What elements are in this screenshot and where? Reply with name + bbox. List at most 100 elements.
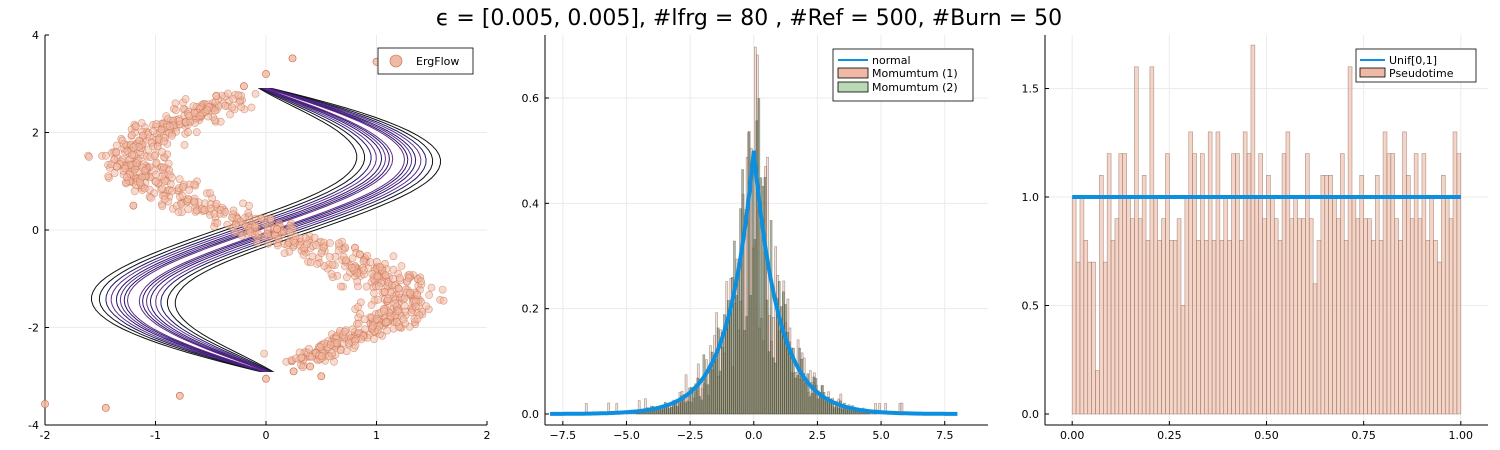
histogram-bar-momentum-2 [753, 239, 757, 415]
legend-label-momentum-1: Momumtum (1) [872, 67, 958, 80]
scatter-point [291, 232, 300, 241]
histogram-bar-momentum-2 [684, 402, 687, 415]
contour-line [115, 88, 417, 372]
histogram-bar-pseudotime [1456, 153, 1462, 415]
histogram-bar-momentum-2 [745, 316, 748, 415]
scatter-point [351, 341, 360, 350]
histogram-bar-pseudotime [1320, 175, 1326, 415]
legend-marker-momentum-2 [837, 81, 869, 93]
scatter-point [260, 220, 269, 229]
histogram-bar-momentum-2 [767, 351, 771, 415]
histogram-bar-pseudotime [1429, 196, 1434, 415]
histogram-bar-pseudotime [1110, 240, 1116, 415]
scatter-point [211, 116, 219, 124]
histogram-bar-pseudotime [1223, 196, 1228, 415]
scatter-point [190, 197, 198, 206]
y-tick-label: 0.5 [1022, 300, 1040, 313]
scatter-point [405, 288, 414, 297]
scatter-point [239, 199, 247, 208]
histogram-bar-pseudotime [1351, 196, 1357, 415]
histogram-bar-momentum-2 [834, 404, 838, 415]
histogram-bar-momentum-2 [696, 377, 700, 415]
scatter-point [389, 274, 397, 283]
scatter-point [399, 315, 408, 324]
y-tick-label: 2 [32, 127, 39, 140]
scatter-point [251, 214, 260, 223]
histogram-bar-pseudotime [1406, 175, 1411, 415]
histogram-bar-momentum-2 [751, 159, 755, 415]
y-tick-label: 0.2 [522, 303, 540, 316]
legend-label-ergflow: ErgFlow [416, 55, 459, 68]
histogram-bar-pseudotime [1196, 240, 1201, 415]
scatter-point [165, 122, 174, 131]
scatter-point [359, 266, 368, 275]
scatter-point [374, 282, 383, 291]
histogram-bar-pseudotime [1157, 240, 1162, 415]
scatter-point [389, 265, 398, 274]
scatter-point [129, 201, 138, 210]
histogram-bar-pseudotime [1336, 218, 1341, 415]
histogram-bar-pseudotime [1184, 196, 1190, 415]
scatter-point [168, 187, 176, 195]
histogram-bar-momentum-2 [737, 262, 740, 415]
scatter-point [192, 128, 201, 137]
histogram-bar-pseudotime [1231, 153, 1236, 415]
histogram-bar-pseudotime [1242, 131, 1248, 415]
scatter-point [128, 150, 137, 159]
histogram-bar-pseudotime [1324, 175, 1329, 415]
scatter-point [260, 349, 268, 358]
scatter-point [317, 352, 326, 361]
legend-label-uniform: Unif[0,1] [1389, 54, 1437, 67]
histogram-bar-pseudotime [1180, 305, 1186, 415]
scatter-point [288, 54, 297, 63]
scatter-point [395, 274, 404, 282]
histogram-bar-momentum-2 [702, 354, 706, 415]
histogram-bar-pseudotime [1417, 218, 1423, 415]
y-tick-label: -2 [28, 322, 39, 335]
scatter-point [175, 175, 184, 183]
scatter-point [212, 199, 221, 208]
scatter-point [130, 187, 139, 196]
scatter-point [102, 151, 110, 160]
scatter-point [181, 95, 190, 103]
histogram-bar-momentum-2 [714, 358, 718, 415]
scatter-point [422, 302, 430, 310]
scatter-point [379, 307, 388, 315]
y-tick-label: 0.0 [1022, 408, 1040, 421]
scatter-point [413, 315, 422, 323]
scatter-point [382, 318, 390, 327]
histogram-bar-momentum-2 [692, 392, 695, 415]
scatter-point [363, 251, 372, 260]
y-tick-label: 0.4 [522, 197, 540, 210]
histogram-bar-momentum-2 [676, 406, 679, 415]
histogram-bar-pseudotime [1083, 240, 1089, 415]
histogram-bar-pseudotime [1343, 240, 1349, 415]
contour-line [126, 88, 406, 372]
scatter-point [253, 238, 262, 247]
histogram-bar-momentum-2 [682, 399, 685, 415]
histogram-bar-pseudotime [1390, 153, 1396, 415]
histogram-bar-pseudotime [1106, 153, 1112, 415]
histogram-bar-momentum-2 [749, 295, 752, 415]
histogram-bar-momentum-2 [725, 325, 728, 415]
histogram-bar-pseudotime [1328, 175, 1333, 415]
figure-suptitle: ϵ = [0.005, 0.005], #lfrg = 80 , #Ref = … [436, 6, 1062, 31]
scatter-point [316, 343, 325, 352]
scatter-point [386, 312, 395, 321]
histogram-bar-pseudotime [1316, 240, 1322, 415]
histogram-bar-momentum-2 [832, 406, 836, 415]
histogram-bar-pseudotime [1235, 153, 1240, 415]
histogram-bar-pseudotime [1340, 153, 1345, 415]
histogram-bar-pseudotime [1367, 218, 1372, 415]
scatter-point [231, 220, 240, 229]
histogram-bar-momentum-2 [804, 383, 807, 415]
histogram-bar-pseudotime [1437, 261, 1442, 415]
scatter-point [123, 173, 131, 182]
histogram-bar-pseudotime [1347, 66, 1353, 415]
histogram-bar-pseudotime [1359, 175, 1364, 415]
scatter-point [336, 282, 345, 291]
histogram-bar-momentum-2 [820, 385, 824, 415]
scatter-point [101, 403, 110, 412]
scatter-point [360, 315, 369, 324]
scatter-point [210, 209, 219, 218]
